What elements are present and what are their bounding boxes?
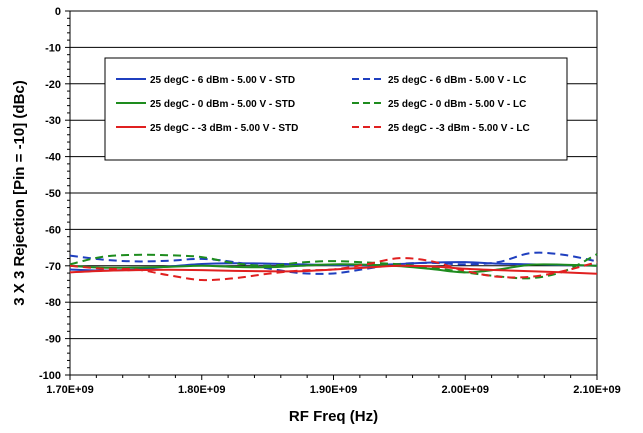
y-tick-labels: 0 -10 -20 -30 -40 -50 -60 -70 -80 -90 -100 [39, 6, 61, 382]
series-line-1 [69, 251, 598, 275]
x-tick-label: 1.90E+09 [310, 384, 357, 396]
y-tick-label: -30 [45, 115, 61, 127]
x-tick-label: 2.10E+09 [573, 384, 620, 396]
legend: 25 degC - 6 dBm - 5.00 V - STD 25 degC - … [104, 57, 568, 161]
legend-label: 25 degC - 6 dBm - 5.00 V - STD [150, 75, 295, 86]
axis-ticks [65, 10, 598, 380]
legend-label: 25 degC - -3 dBm - 5.00 V - LC [388, 123, 530, 134]
series-line-2 [69, 263, 598, 274]
legend-label: 25 degC - -3 dBm - 5.00 V - STD [150, 123, 298, 134]
y-tick-label: 0 [55, 6, 61, 18]
legend-label: 25 degC - 0 dBm - 5.00 V - STD [150, 99, 295, 110]
y-tick-label: -50 [45, 188, 61, 200]
y-tick-label: -80 [45, 297, 61, 309]
legend-label: 25 degC - 6 dBm - 5.00 V - LC [388, 75, 526, 86]
y-tick-label: -10 [45, 42, 61, 54]
y-tick-label: -90 [45, 334, 61, 346]
legend-box [104, 57, 568, 161]
x-axis-title: RF Freq (Hz) [289, 408, 378, 425]
series-line-5 [69, 257, 598, 282]
legend-label: 25 degC - 0 dBm - 5.00 V - LC [388, 99, 526, 110]
series-lines [69, 251, 598, 282]
y-tick-label: -60 [45, 224, 61, 236]
x-tick-label: 2.00E+09 [442, 384, 489, 396]
x-tick-label: 1.80E+09 [178, 384, 225, 396]
series-line-3 [69, 253, 598, 280]
y-tick-label: -40 [45, 152, 61, 164]
y-axis-title: 3 X 3 Rejection [Pin = -10] (dBc) [11, 80, 28, 305]
y-tick-label: -70 [45, 261, 61, 273]
y-tick-label: -100 [39, 370, 61, 382]
x-tick-label: 1.70E+09 [46, 384, 93, 396]
y-tick-label: -20 [45, 79, 61, 91]
x-tick-labels: 1.70E+09 1.80E+09 1.90E+09 2.00E+09 2.10E+09 [46, 384, 620, 396]
